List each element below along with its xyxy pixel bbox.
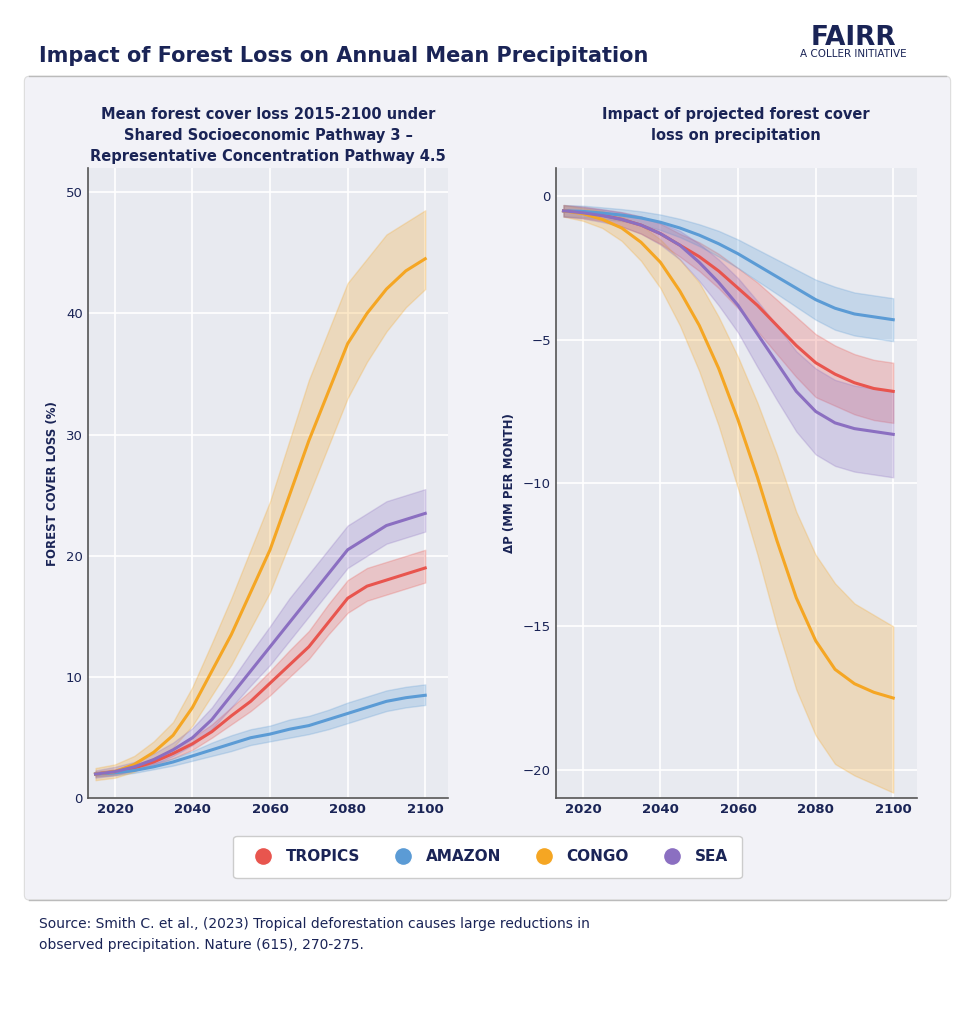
Y-axis label: ΔP (MM PER MONTH): ΔP (MM PER MONTH) [503,413,516,553]
Text: Impact of Forest Loss on Annual Mean Precipitation: Impact of Forest Loss on Annual Mean Pre… [39,46,648,66]
Text: Mean forest cover loss 2015-2100 under
Shared Socioeconomic Pathway 3 –
Represen: Mean forest cover loss 2015-2100 under S… [91,107,446,164]
Text: Source: Smith C. et al., (2023) Tropical deforestation causes large reductions i: Source: Smith C. et al., (2023) Tropical… [39,917,590,952]
Text: FAIRR: FAIRR [810,25,896,52]
Text: A COLLER INITIATIVE: A COLLER INITIATIVE [800,49,907,59]
Text: Impact of projected forest cover
loss on precipitation: Impact of projected forest cover loss on… [603,107,870,142]
Legend: TROPICS, AMAZON, CONGO, SEA: TROPICS, AMAZON, CONGO, SEA [233,836,742,878]
Y-axis label: FOREST COVER LOSS (%): FOREST COVER LOSS (%) [46,401,59,565]
